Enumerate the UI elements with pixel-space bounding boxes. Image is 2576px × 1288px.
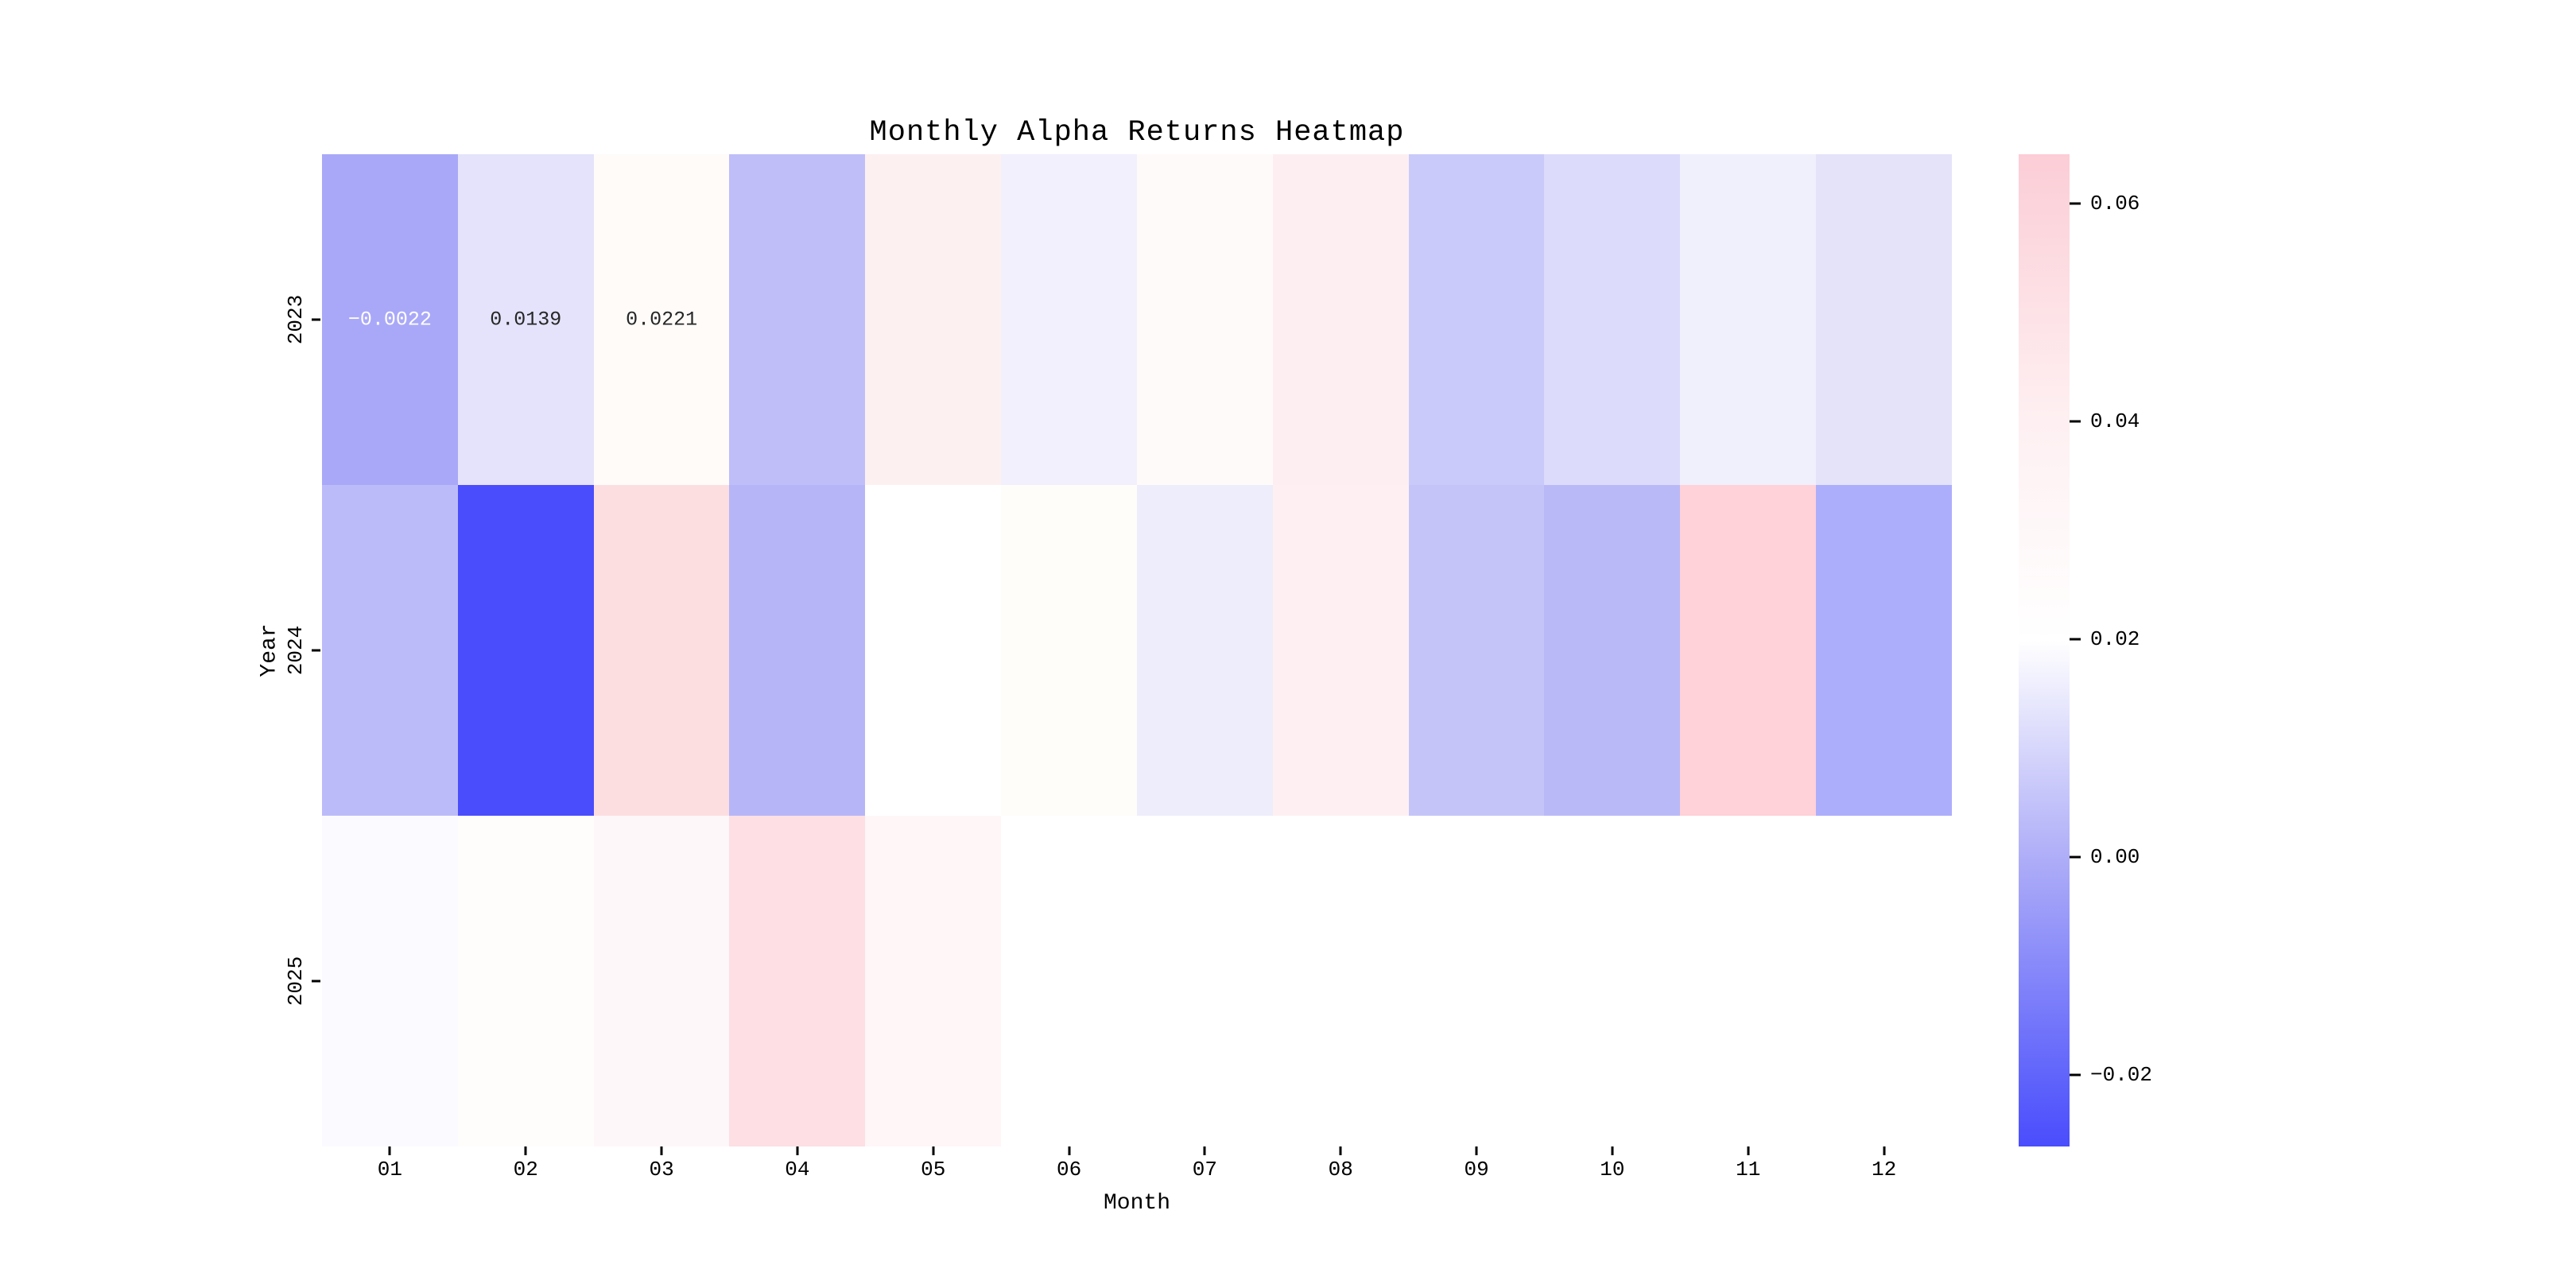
x-tick-mark [1068, 1146, 1071, 1155]
x-tick-label: 03 [649, 1158, 674, 1181]
heatmap-cell [1408, 816, 1545, 1146]
heatmap-cell [1408, 485, 1545, 816]
heatmap-cell [1680, 485, 1817, 816]
heatmap-cell [1001, 485, 1137, 816]
heatmap-cell [593, 154, 730, 485]
colorbar-tick-mark [2070, 855, 2081, 859]
heatmap-cell [1136, 816, 1273, 1146]
heatmap-cell [865, 816, 1002, 1146]
heatmap-cell [1544, 485, 1681, 816]
y-tick-label: 2025 [284, 956, 308, 1007]
colorbar-tick-mark [2070, 202, 2081, 205]
x-tick-label: 12 [1871, 1158, 1897, 1181]
x-axis: 01 02 03 04 05 06 07 08 09 10 11 12 [322, 1146, 1952, 1202]
x-tick-label: 01 [377, 1158, 403, 1181]
heatmap-cell [1001, 154, 1137, 485]
x-tick-label: 02 [513, 1158, 538, 1181]
heatmap-cell [1408, 154, 1545, 485]
heatmap-cell [457, 816, 594, 1146]
heatmap-cell [457, 154, 594, 485]
colorbar-tick-label: 0.02 [2090, 627, 2140, 651]
heatmap-cell [1001, 816, 1137, 1146]
y-tick-mark [312, 318, 320, 321]
heatmap-cell [593, 485, 730, 816]
x-tick-mark [1339, 1146, 1342, 1155]
heatmap-cell [865, 485, 1002, 816]
x-tick-label: 05 [921, 1158, 946, 1181]
y-tick-label: 2023 [284, 294, 308, 345]
heatmap-cell [1272, 485, 1409, 816]
x-tick-mark [1611, 1146, 1614, 1155]
x-tick-mark [796, 1146, 799, 1155]
colorbar-axis: 0.06 0.04 0.02 0.00 −0.02 [2070, 154, 2181, 1146]
heatmap-cell [322, 816, 458, 1146]
heatmap-grid [322, 154, 1952, 1146]
heatmap-cell [1544, 816, 1681, 1146]
y-tick-mark [312, 980, 320, 983]
y-tick-label: 2024 [284, 625, 308, 676]
colorbar [2019, 154, 2070, 1146]
heatmap-cell [1136, 485, 1273, 816]
heatmap-cell [729, 485, 866, 816]
colorbar-tick-label: 0.04 [2090, 409, 2140, 433]
x-tick-label: 11 [1736, 1158, 1761, 1181]
x-tick-label: 07 [1192, 1158, 1218, 1181]
x-tick-mark [524, 1146, 527, 1155]
x-tick-mark [388, 1146, 391, 1155]
heatmap-cell [1816, 816, 1952, 1146]
colorbar-tick-mark [2070, 1073, 2081, 1077]
x-tick-label: 04 [785, 1158, 810, 1181]
heatmap-cell [865, 154, 1002, 485]
heatmap-cell [1680, 816, 1817, 1146]
colorbar-tick-label: 0.06 [2090, 191, 2140, 215]
heatmap-cell [1272, 816, 1409, 1146]
heatmap-cell [322, 154, 458, 485]
heatmap-cell [729, 816, 866, 1146]
heatmap-cell [1136, 154, 1273, 485]
heatmap-cell [729, 154, 866, 485]
x-tick-label: 06 [1056, 1158, 1082, 1181]
colorbar-tick-mark [2070, 420, 2081, 423]
x-tick-mark [1203, 1146, 1206, 1155]
y-axis: 2023 2024 2025 [0, 154, 322, 1146]
x-tick-mark [1883, 1146, 1886, 1155]
heatmap-cell [1816, 485, 1952, 816]
x-tick-mark [1747, 1146, 1750, 1155]
heatmap-cell [322, 485, 458, 816]
x-tick-label: 09 [1464, 1158, 1489, 1181]
x-axis-label: Month [1103, 1191, 1170, 1216]
heatmap-cell [457, 485, 594, 816]
heatmap-cell [1272, 154, 1409, 485]
x-tick-label: 10 [1600, 1158, 1625, 1181]
y-tick-mark [312, 649, 320, 652]
colorbar-tick-label: 0.00 [2090, 844, 2140, 869]
y-axis-label: Year [257, 623, 282, 677]
heatmap-cell [1680, 154, 1817, 485]
chart-title: Monthly Alpha Returns Heatmap [869, 116, 1405, 149]
x-tick-mark [660, 1146, 663, 1155]
colorbar-tick-label: −0.02 [2090, 1062, 2153, 1087]
x-tick-label: 08 [1328, 1158, 1353, 1181]
heatmap-cell [1816, 154, 1952, 485]
x-tick-mark [1475, 1146, 1478, 1155]
x-tick-mark [932, 1146, 935, 1155]
heatmap-cell [1544, 154, 1681, 485]
colorbar-tick-mark [2070, 638, 2081, 641]
heatmap-cell [593, 816, 730, 1146]
